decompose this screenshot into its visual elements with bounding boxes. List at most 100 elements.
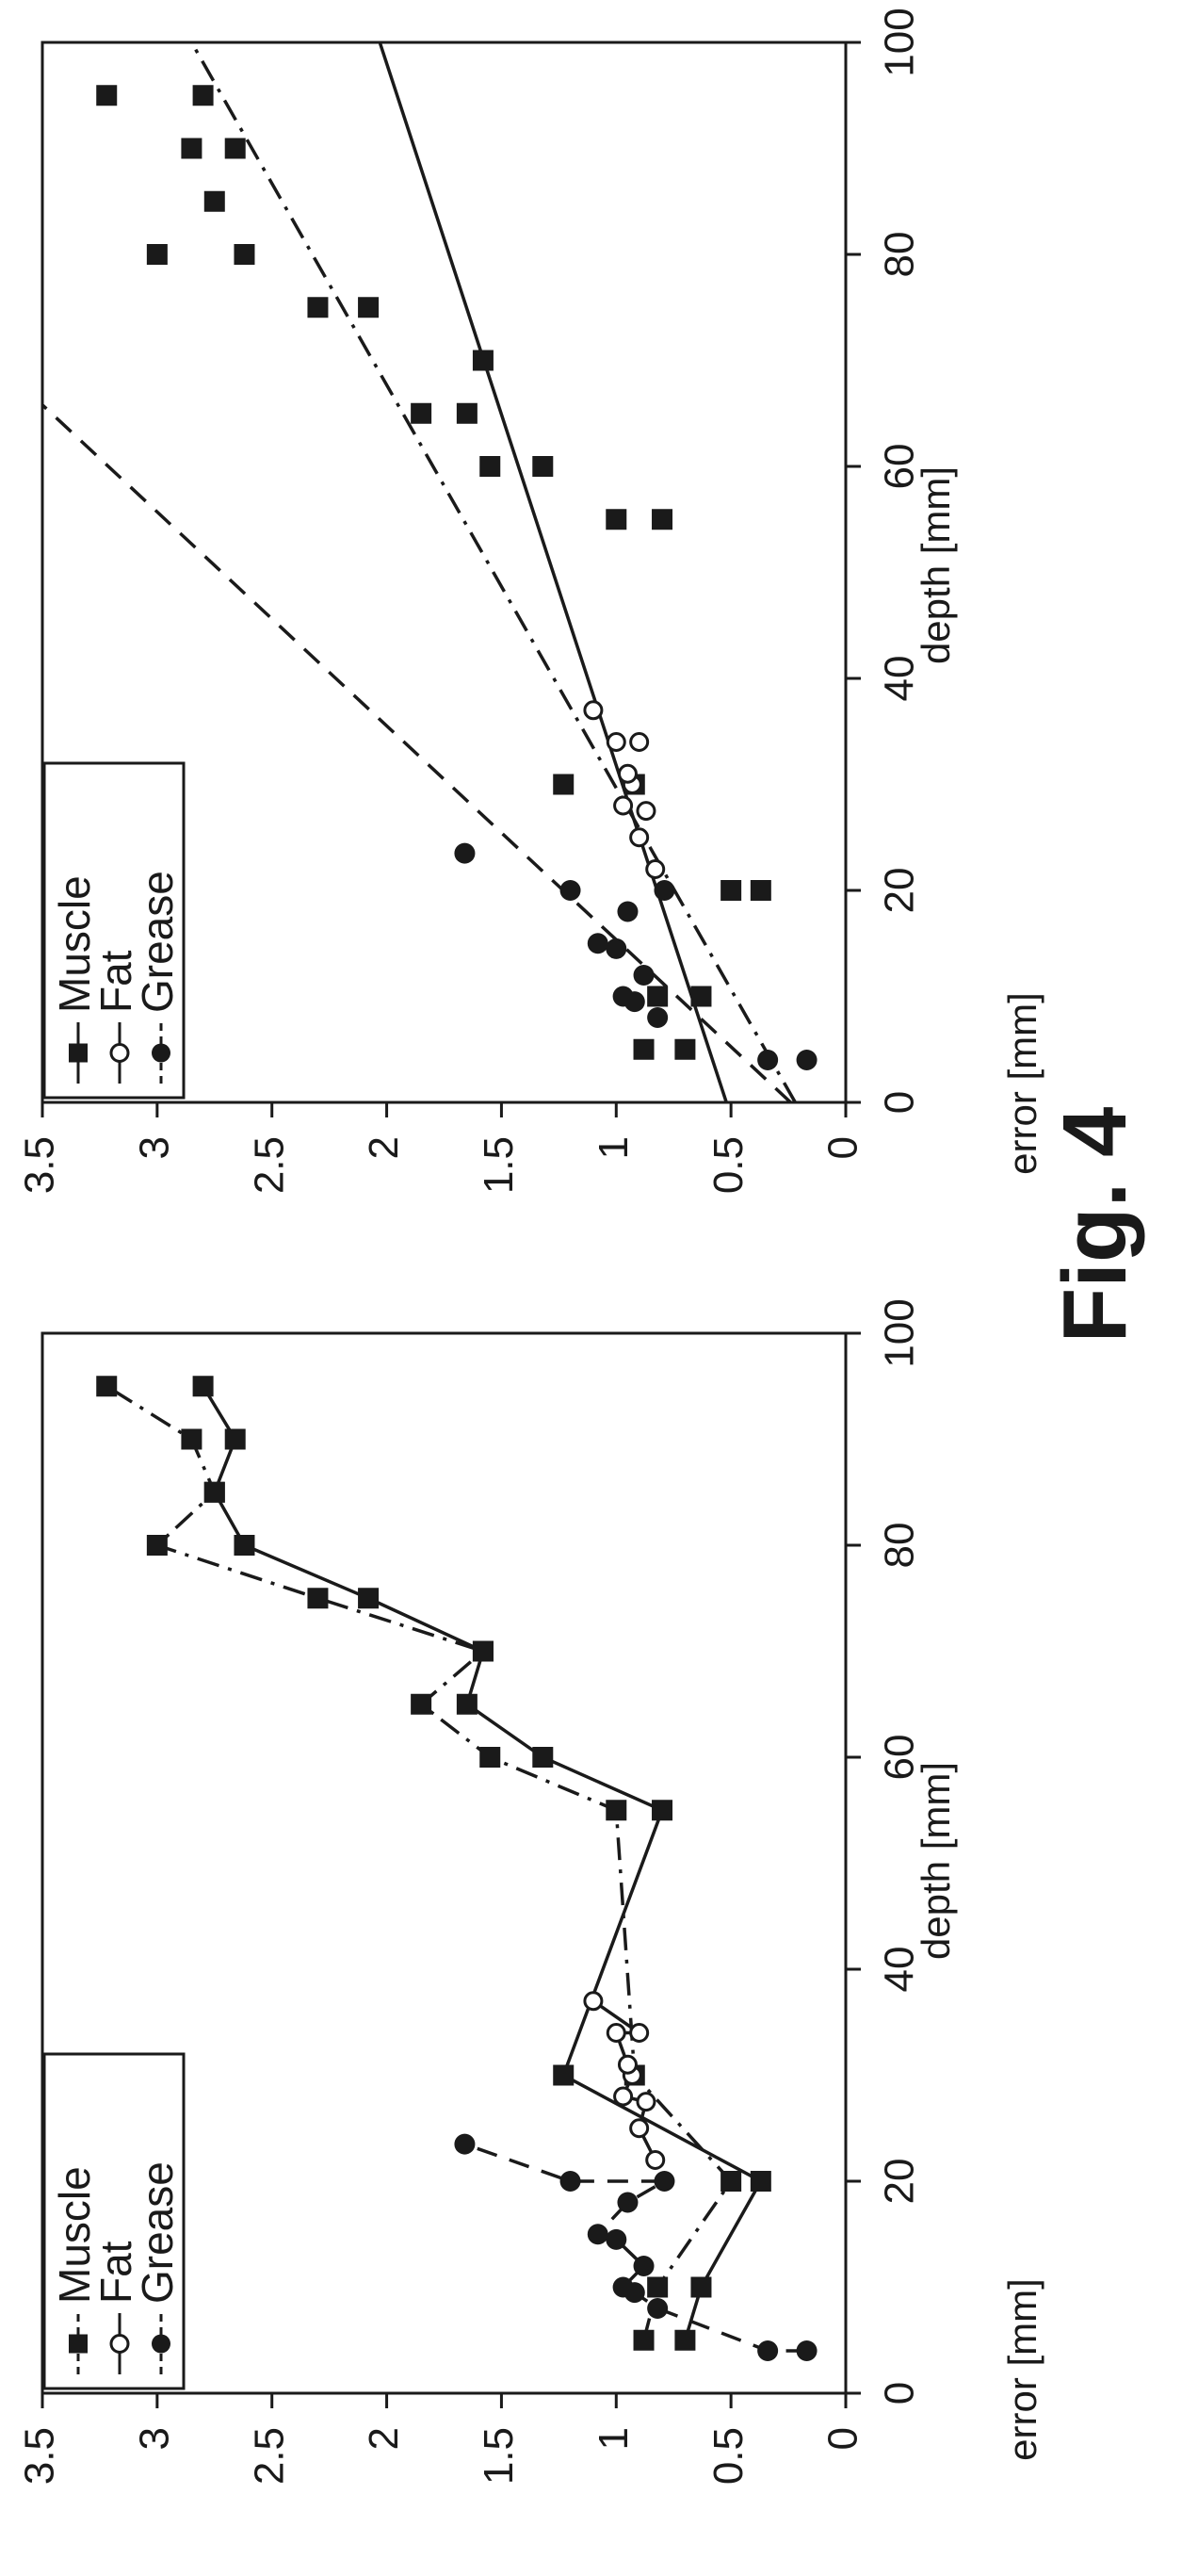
data-point-fat	[613, 2086, 634, 2107]
y-tick-label-group: 2.5	[246, 2427, 292, 2485]
x-tick-label: 0	[877, 1091, 923, 1114]
x-tick-label-group: 0	[877, 1091, 923, 1114]
x-tick-label: 20	[877, 2159, 923, 2205]
data-point-muscle	[234, 244, 255, 265]
data-point-grease	[633, 2256, 655, 2276]
data-point-fat	[629, 2118, 650, 2139]
data-point-muscle	[532, 1747, 554, 1768]
y-tick-label-group: 3	[131, 1136, 177, 1159]
data-point-grease	[647, 1007, 669, 1028]
legend-label-group: Grease	[133, 2161, 182, 2304]
x-tick-label: 60	[877, 444, 923, 490]
data-point-fat	[636, 801, 656, 822]
x-axis-title: error [mm]	[1000, 992, 1044, 1175]
plot-area	[96, 1376, 818, 2361]
y-tick-label: 1	[591, 1136, 637, 1159]
data-point-fat	[606, 2023, 626, 2043]
y-tick-label: 3	[131, 1136, 177, 1159]
data-point-grease	[654, 2171, 675, 2192]
x-tick-label-group: 100	[877, 1298, 923, 1367]
data-point-muscle	[647, 2276, 669, 2298]
data-point-muscle	[750, 880, 771, 901]
data-point-grease	[606, 937, 627, 959]
legend-marker-open-circle	[109, 2334, 130, 2354]
x-tick-label-group: 60	[877, 444, 923, 490]
data-point-fat	[645, 859, 666, 879]
data-point-muscle	[96, 1376, 118, 1397]
fit-line-muscle	[189, 42, 797, 1102]
data-point-grease	[617, 2192, 639, 2213]
y-tick-label-group: 2.5	[246, 1136, 292, 1194]
y-tick-label: 2	[361, 1136, 407, 1159]
data-point-grease	[647, 2298, 669, 2319]
data-point-grease	[587, 2224, 608, 2245]
y-tick-label: 0	[820, 2427, 866, 2450]
series-line-grease	[463, 2142, 807, 2353]
data-point-muscle	[472, 350, 494, 371]
x-tick-label: 0	[877, 2382, 923, 2405]
data-point-muscle	[203, 1481, 225, 1503]
data-point-muscle	[479, 456, 501, 477]
y-tick-label: 1	[591, 2427, 637, 2450]
plot-frame	[40, 41, 848, 1104]
data-point-muscle	[146, 1535, 168, 1556]
data-point-muscle	[690, 986, 712, 1007]
y-tick-label-group: 2	[361, 2427, 407, 2450]
data-point-muscle	[456, 402, 478, 424]
y-tick-label: 0.5	[705, 2427, 752, 2485]
legend-label-group: Fat	[91, 2241, 140, 2304]
data-point-fat	[636, 2092, 656, 2112]
data-point-grease	[796, 1050, 818, 1070]
data-point-muscle	[690, 2276, 712, 2298]
y-tick-label: 0.5	[705, 1136, 752, 1194]
y-tick-label: 2.5	[246, 1136, 292, 1194]
fit-line-fat	[378, 42, 728, 1102]
y-tick-label: 3	[131, 2427, 177, 2450]
y-tick-label-group: 2	[361, 1136, 407, 1159]
legend-label: Muscle	[50, 2166, 99, 2304]
y-tick-label-group: 1	[591, 1136, 637, 1159]
legend-label-group: Grease	[133, 871, 182, 1013]
legend-label-group: Fat	[91, 950, 140, 1013]
legend-marker-square	[69, 2334, 88, 2354]
data-point-grease	[587, 933, 608, 954]
y-tick-label-group: 0	[820, 2427, 866, 2450]
data-point-muscle	[411, 402, 432, 424]
data-point-grease	[559, 2171, 581, 2192]
data-point-fat	[629, 732, 650, 752]
data-point-grease	[633, 965, 655, 986]
data-point-muscle	[146, 244, 168, 265]
data-point-fat	[606, 732, 626, 752]
legend-marker-square	[69, 1043, 88, 1063]
x-tick-label: 80	[877, 232, 923, 278]
data-point-fat	[629, 2023, 650, 2043]
legend-label: Grease	[133, 2161, 182, 2304]
y-tick-label-group: 0.5	[705, 2427, 752, 2485]
y-tick-label-group: 3.5	[17, 1136, 63, 1194]
data-point-grease	[454, 842, 476, 864]
data-point-muscle	[720, 880, 742, 901]
figure-caption: Fig. 4	[1044, 1107, 1145, 1344]
legend-marker-filled-circle	[152, 2334, 170, 2354]
y-tick-label-group: 3.5	[17, 2427, 63, 2485]
data-point-muscle	[472, 1640, 494, 1662]
x-tick-label: 40	[877, 656, 923, 702]
data-point-fat	[617, 2054, 638, 2075]
y-axis-label: error [mm]	[1000, 992, 1044, 1175]
data-point-fat	[583, 700, 604, 721]
data-point-muscle	[674, 2329, 696, 2351]
legend-label: Grease	[133, 871, 182, 1013]
x-axis-label: depth [mm]	[914, 1762, 958, 1960]
data-point-muscle	[750, 2171, 771, 2192]
y-tick-label: 0	[820, 1136, 866, 1159]
data-point-muscle	[633, 1038, 655, 1060]
data-point-muscle	[553, 774, 575, 795]
y-tick-label: 2	[361, 2427, 407, 2450]
x-axis-label: depth [mm]	[914, 466, 958, 664]
y-tick-label-group: 1.5	[476, 2427, 522, 2485]
y-axis-label: error [mm]	[1000, 2278, 1044, 2461]
legend-label-group: Muscle	[50, 875, 99, 1013]
x-tick-label-group: 40	[877, 1947, 923, 1993]
